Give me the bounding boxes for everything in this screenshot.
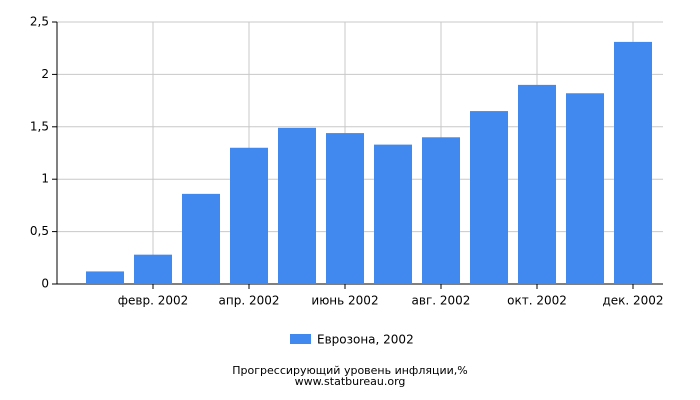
bar bbox=[518, 84, 556, 284]
y-tick-label: 0 bbox=[41, 277, 49, 291]
bar bbox=[230, 147, 268, 284]
bar bbox=[182, 193, 220, 284]
x-tick-label: июнь 2002 bbox=[311, 294, 378, 308]
y-tick-label: 1,5 bbox=[30, 119, 49, 133]
bar bbox=[326, 133, 364, 284]
x-tick-label: авг. 2002 bbox=[412, 294, 471, 308]
bar bbox=[86, 271, 124, 284]
bar bbox=[470, 111, 508, 284]
bar bbox=[422, 137, 460, 284]
x-tick-label: февр. 2002 bbox=[118, 294, 189, 308]
y-tick-label: 0,5 bbox=[30, 224, 49, 238]
legend-swatch bbox=[290, 334, 311, 344]
bar bbox=[374, 144, 412, 284]
x-tick-label: дек. 2002 bbox=[602, 294, 663, 308]
legend-label: Еврозона, 2002 bbox=[317, 333, 414, 347]
bar bbox=[614, 41, 652, 284]
y-tick-label: 1 bbox=[41, 172, 49, 186]
x-tick-label: апр. 2002 bbox=[219, 294, 280, 308]
footer-text: Прогрессирующий уровень инфляции,% bbox=[232, 364, 467, 377]
bar bbox=[278, 127, 316, 285]
y-tick-label: 2,5 bbox=[30, 15, 49, 29]
bar bbox=[134, 254, 172, 284]
y-tick-label: 2 bbox=[41, 67, 49, 81]
bar bbox=[566, 93, 604, 284]
x-tick-label: окт. 2002 bbox=[507, 294, 567, 308]
footer-text: www.statbureau.org bbox=[295, 375, 406, 388]
